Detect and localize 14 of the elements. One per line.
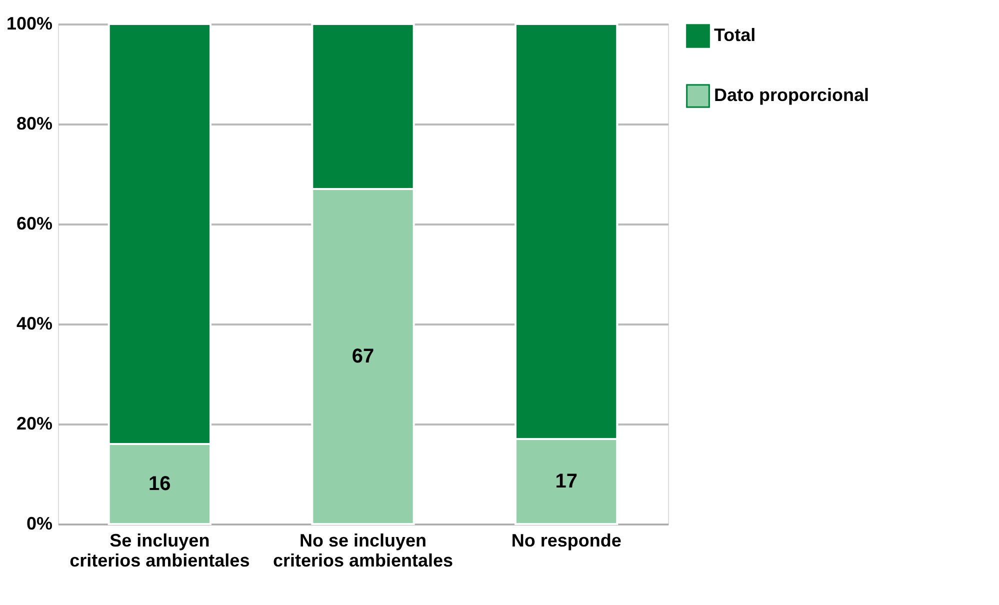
y-tick-label: 20% (16, 414, 52, 434)
y-tick-label: 40% (16, 314, 52, 334)
y-tick-label: 80% (16, 114, 52, 134)
legend-label: Dato proporcional (714, 85, 870, 105)
data-label: 17 (555, 470, 578, 492)
x-tick-label: No responde (511, 530, 622, 550)
data-label: 16 (148, 473, 171, 495)
legend-label: Total (714, 25, 756, 45)
y-tick-label: 100% (6, 14, 52, 34)
y-tick-label: 0% (26, 514, 52, 534)
y-tick-label: 60% (16, 214, 52, 234)
data-label: 67 (352, 346, 374, 368)
x-tick-label: No se incluyen criterios ambientales (272, 530, 454, 570)
x-tick-label: Se incluyen criterios ambientales (70, 530, 250, 570)
